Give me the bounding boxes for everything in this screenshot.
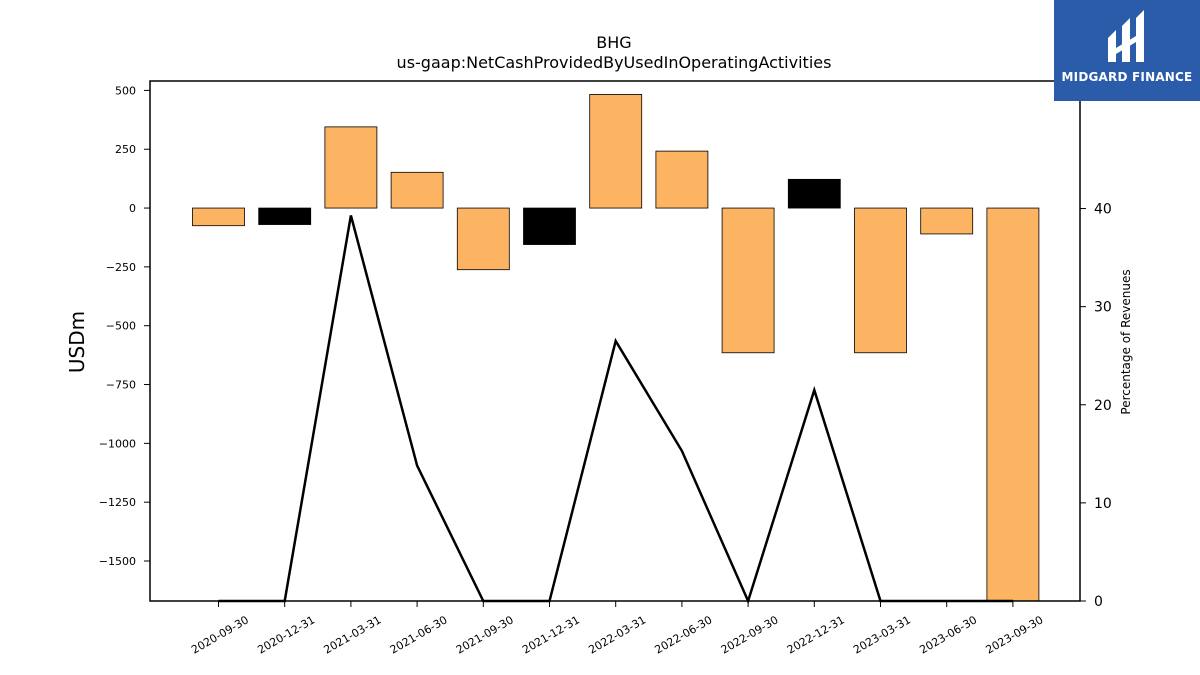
bars-layer [192,94,1040,602]
chart-title: BHG [596,33,631,52]
bar [986,207,1040,602]
x-tick-label: 2020-09-30 [189,613,251,656]
y-tick-label: −750 [106,379,136,392]
midgard-finance-logo: MIDGARD FINANCE [1054,0,1200,101]
x-tick-label: 2023-03-31 [851,613,913,656]
bar [258,207,312,225]
x-tick-label: 2021-09-30 [454,613,516,656]
bar [920,207,974,235]
x-tick-label: 2020-12-31 [255,613,317,656]
bar [655,150,709,209]
bar [854,207,907,354]
chart-subtitle: us-gaap:NetCashProvidedByUsedInOperating… [397,53,832,72]
y2-tick-label: 20 [1094,398,1112,414]
x-tick-label: 2022-06-30 [653,613,715,656]
y-tick-label: −1250 [99,496,136,509]
y2-tick-label: 10 [1094,496,1112,512]
y-tick-label: 250 [115,143,136,156]
x-tick-label: 2022-09-30 [719,613,781,656]
x-tick-label: 2023-09-30 [984,613,1046,656]
y2-tick-label: 0 [1094,594,1103,610]
x-tick-label: 2023-06-30 [917,613,979,656]
x-tick-label: 2021-06-30 [388,613,450,656]
logo-text: MIDGARD FINANCE [1061,70,1193,84]
bar [324,126,378,209]
y-tick-label: −500 [106,320,136,333]
bar [589,94,643,209]
x-tick-label: 2022-12-31 [785,613,847,656]
bar [523,207,576,245]
bar [721,207,775,354]
bar [787,178,841,209]
y-axis-label: USDm [65,311,89,373]
bar [192,207,245,227]
x-tick-label: 2021-12-31 [520,613,582,656]
midgard-logo-icon [1108,10,1144,62]
y2-axis-label: Percentage of Revenues [1119,269,1133,414]
y-tick-label: 500 [115,84,136,97]
y2-tick-label: 30 [1094,300,1112,316]
x-tick-label: 2022-03-31 [586,613,648,656]
y2-tick-label: 40 [1094,202,1112,218]
y-tick-label: 0 [129,202,136,215]
bar [390,171,444,209]
x-tick-label: 2021-03-31 [322,613,384,656]
y-tick-label: −1000 [99,437,136,450]
y-tick-label: −250 [106,261,136,274]
bar [456,207,510,271]
y-tick-label: −1500 [99,555,136,568]
plot-frame [149,80,1081,602]
